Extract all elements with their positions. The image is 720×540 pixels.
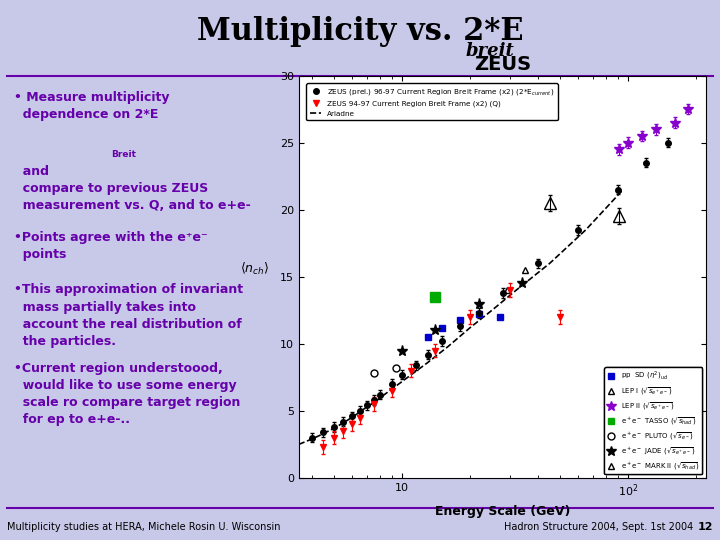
Ariadne (466, 325, 474, 331)
Ariadne (582, 227, 590, 233)
Ariadne (330, 425, 338, 431)
Ariadne (392, 382, 401, 389)
Ariadne (355, 409, 364, 415)
Text: Multiplicity studies at HERA, Michele Rosin U. Wisconsin: Multiplicity studies at HERA, Michele Ro… (7, 522, 281, 532)
Ariadne (545, 260, 554, 267)
Text: and
  compare to previous ZEUS
  measurement vs. Q, and to e+e-: and compare to previous ZEUS measurement… (14, 165, 251, 212)
Ariadne (307, 436, 316, 442)
Text: Breit: Breit (112, 150, 137, 159)
Y-axis label: $\langle n_{ch}\rangle$: $\langle n_{ch}\rangle$ (240, 261, 269, 276)
Ariadne (339, 420, 348, 426)
Title: ZEUS: ZEUS (474, 55, 531, 74)
Text: •This approximation of invariant
  mass partially takes into
  account the real : •This approximation of invariant mass pa… (14, 284, 243, 348)
Text: •Current region understoood,
  would like to use some energy
  scale ro compare : •Current region understoood, would like … (14, 362, 240, 426)
Ariadne (294, 441, 303, 448)
Ariadne (512, 287, 521, 293)
Text: •Points agree with the e⁺e⁻
  points: •Points agree with the e⁺e⁻ points (14, 231, 208, 261)
Ariadne (348, 414, 356, 421)
Ariadne (369, 400, 378, 406)
Text: 12: 12 (697, 522, 713, 532)
Ariadne (407, 372, 415, 378)
Ariadne (423, 359, 432, 366)
Text: Hadron Structure 2004, Sept. 1st 2004: Hadron Structure 2004, Sept. 1st 2004 (504, 522, 693, 532)
Text: Multiplicity vs. 2*E: Multiplicity vs. 2*E (197, 16, 523, 46)
Ariadne (382, 390, 390, 397)
Text: breit: breit (466, 42, 515, 59)
Ariadne (319, 430, 328, 437)
Ariadne (487, 307, 496, 314)
Ariadne (618, 186, 627, 193)
Legend: pp  SD ($\eta^2$)$_{ud}$, LEP I ($\sqrt{s_{e^+e^-}}$), LEP II ($\sqrt{s_{e^+e^-}: pp SD ($\eta^2$)$_{ud}$, LEP I ($\sqrt{s… (604, 367, 702, 475)
Text: • Measure multiplicity
  dependence on 2*E: • Measure multiplicity dependence on 2*E (14, 91, 170, 121)
Line: Ariadne: Ariadne (299, 190, 623, 444)
Ariadne (444, 343, 452, 350)
Ariadne (363, 403, 372, 410)
X-axis label: Energy Scale (GeV): Energy Scale (GeV) (434, 505, 570, 518)
